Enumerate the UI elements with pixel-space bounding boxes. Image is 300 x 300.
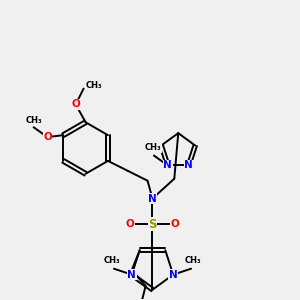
Text: O: O	[171, 219, 180, 229]
Text: N: N	[128, 270, 136, 280]
Text: O: O	[43, 132, 52, 142]
Text: CH₃: CH₃	[185, 256, 201, 265]
Text: CH₃: CH₃	[85, 81, 102, 90]
Text: N: N	[169, 270, 178, 280]
Text: N: N	[164, 160, 172, 170]
Text: N: N	[148, 194, 157, 203]
Text: S: S	[148, 218, 157, 231]
Text: O: O	[125, 219, 134, 229]
Text: CH₃: CH₃	[103, 256, 120, 265]
Text: CH₃: CH₃	[145, 143, 161, 152]
Text: N: N	[184, 160, 193, 170]
Text: O: O	[71, 99, 80, 110]
Text: CH₃: CH₃	[25, 116, 42, 125]
